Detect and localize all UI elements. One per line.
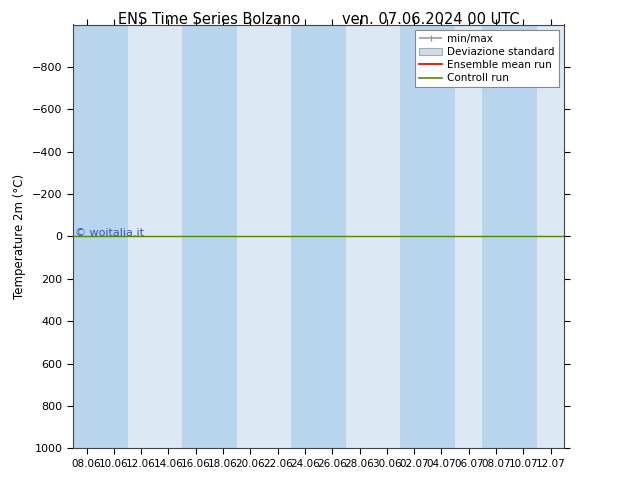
Bar bbox=[428, 24, 455, 448]
Bar bbox=[318, 24, 346, 448]
Text: ven. 07.06.2024 00 UTC: ven. 07.06.2024 00 UTC bbox=[342, 12, 520, 27]
Bar bbox=[401, 24, 428, 448]
Y-axis label: Temperature 2m (°C): Temperature 2m (°C) bbox=[13, 174, 27, 299]
Bar bbox=[73, 24, 100, 448]
Bar bbox=[482, 24, 510, 448]
Text: © woitalia.it: © woitalia.it bbox=[75, 228, 145, 238]
Bar bbox=[100, 24, 127, 448]
Bar bbox=[182, 24, 209, 448]
Legend: min/max, Deviazione standard, Ensemble mean run, Controll run: min/max, Deviazione standard, Ensemble m… bbox=[415, 30, 559, 87]
Text: ENS Time Series Bolzano: ENS Time Series Bolzano bbox=[118, 12, 301, 27]
Bar bbox=[510, 24, 537, 448]
Bar bbox=[209, 24, 236, 448]
Bar bbox=[291, 24, 318, 448]
